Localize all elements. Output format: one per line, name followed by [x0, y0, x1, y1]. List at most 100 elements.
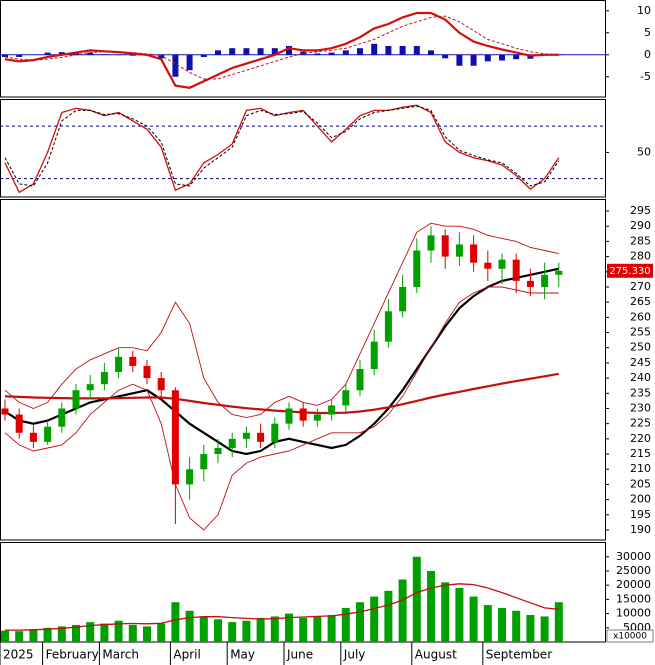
volume-bar — [412, 556, 421, 642]
candle-body — [58, 408, 66, 427]
candle-body — [29, 432, 37, 442]
histogram-bar — [328, 52, 335, 55]
histogram-bar — [158, 54, 165, 59]
volume-bar — [72, 624, 80, 642]
candle-body — [541, 274, 549, 287]
volume-bar — [1, 630, 9, 642]
histogram-bar — [186, 54, 193, 71]
series-line — [4, 222, 559, 419]
histogram-bar — [2, 54, 8, 57]
candle-body — [384, 311, 392, 342]
histogram-bar — [200, 54, 207, 57]
volume-bar — [526, 615, 535, 642]
volume-bar — [285, 613, 293, 642]
y-tick-label: 15000 — [616, 592, 651, 605]
y-tick-label: 210 — [630, 462, 651, 475]
panel-frame — [0, 199, 606, 541]
y-tick-label: 30000 — [616, 550, 651, 563]
series-line — [4, 104, 560, 194]
histogram-bar — [215, 50, 221, 55]
y-tick-label: 245 — [630, 356, 651, 369]
y-tick-label: 290 — [630, 219, 651, 232]
histogram-bar — [286, 45, 292, 55]
x-tick-label: February — [46, 648, 99, 662]
candle-body — [171, 390, 179, 485]
x-tick-label: July — [343, 648, 366, 662]
volume-bar — [100, 623, 109, 642]
candle-body — [328, 405, 336, 415]
y-tick-label: 255 — [630, 326, 651, 339]
volume-bar — [299, 617, 308, 642]
volume-bar — [15, 631, 24, 642]
candle-body — [15, 414, 23, 433]
unit-box — [606, 629, 654, 643]
x-tick-label: September — [486, 648, 552, 662]
volume-bar — [29, 629, 38, 642]
y-tick-label: 50 — [637, 145, 651, 158]
series-line — [5, 583, 559, 631]
x-tick-label: June — [286, 648, 313, 662]
volume-bar — [427, 570, 435, 642]
candle-body — [285, 408, 293, 424]
series-line — [4, 286, 559, 531]
histogram-bar — [357, 48, 363, 55]
y-tick-label: 225 — [630, 417, 651, 430]
y-tick-label: 25000 — [616, 564, 651, 577]
volume-bar — [498, 607, 506, 642]
histogram-bar — [428, 50, 434, 55]
histogram-bar — [58, 52, 65, 55]
volume-bar — [398, 579, 407, 642]
volume-bar — [341, 607, 350, 642]
volume-bar — [199, 616, 208, 642]
y-tick-label: 205 — [630, 477, 651, 490]
y-tick-label: 200 — [630, 493, 651, 506]
series-line — [4, 267, 560, 456]
candle-body — [484, 262, 492, 269]
histogram-bar — [484, 54, 491, 62]
x-tick-label: March — [102, 648, 139, 662]
series-line — [4, 372, 559, 415]
y-tick-label: 240 — [630, 371, 651, 384]
y-tick-label: 195 — [630, 508, 651, 521]
y-tick-label: 235 — [630, 386, 651, 399]
candle-body — [257, 432, 265, 442]
y-tick-label: 10000 — [616, 607, 651, 620]
histogram-bar — [385, 45, 392, 55]
x-tick-label: 2025 — [3, 648, 34, 662]
histogram-bar — [129, 54, 136, 56]
histogram-bar — [499, 54, 505, 61]
volume-bar — [143, 626, 151, 642]
series-line — [4, 105, 560, 187]
candle-body — [115, 356, 123, 373]
candle-body — [441, 235, 449, 257]
y-tick-label: 0 — [644, 48, 651, 61]
volume-bar — [313, 616, 322, 642]
histogram-bar — [257, 48, 264, 55]
volume-bar — [469, 596, 478, 642]
volume-bar — [512, 610, 521, 642]
y-tick-label: 270 — [630, 280, 651, 293]
x-tick-label: May — [230, 648, 255, 662]
volume-bar — [171, 602, 180, 642]
histogram-bar — [371, 43, 378, 55]
volume-bar — [228, 622, 237, 642]
candle-body — [313, 414, 321, 421]
y-tick-label: 295 — [630, 204, 651, 217]
histogram-bar — [342, 50, 349, 55]
histogram-bar — [300, 51, 307, 55]
volume-bar — [128, 624, 137, 642]
candle-body — [72, 390, 80, 409]
last-price-box — [607, 263, 653, 278]
candle-body — [342, 390, 350, 406]
volume-bar — [441, 582, 450, 642]
candle-body — [44, 426, 52, 442]
series-line — [4, 15, 559, 80]
candle-body — [271, 423, 279, 442]
volume-bar — [270, 616, 279, 642]
volume-bar — [86, 622, 95, 642]
candle-body — [200, 454, 208, 470]
x-tick-label: August — [415, 648, 457, 662]
y-tick-label: 230 — [630, 401, 651, 414]
panel-frame — [0, 99, 606, 198]
